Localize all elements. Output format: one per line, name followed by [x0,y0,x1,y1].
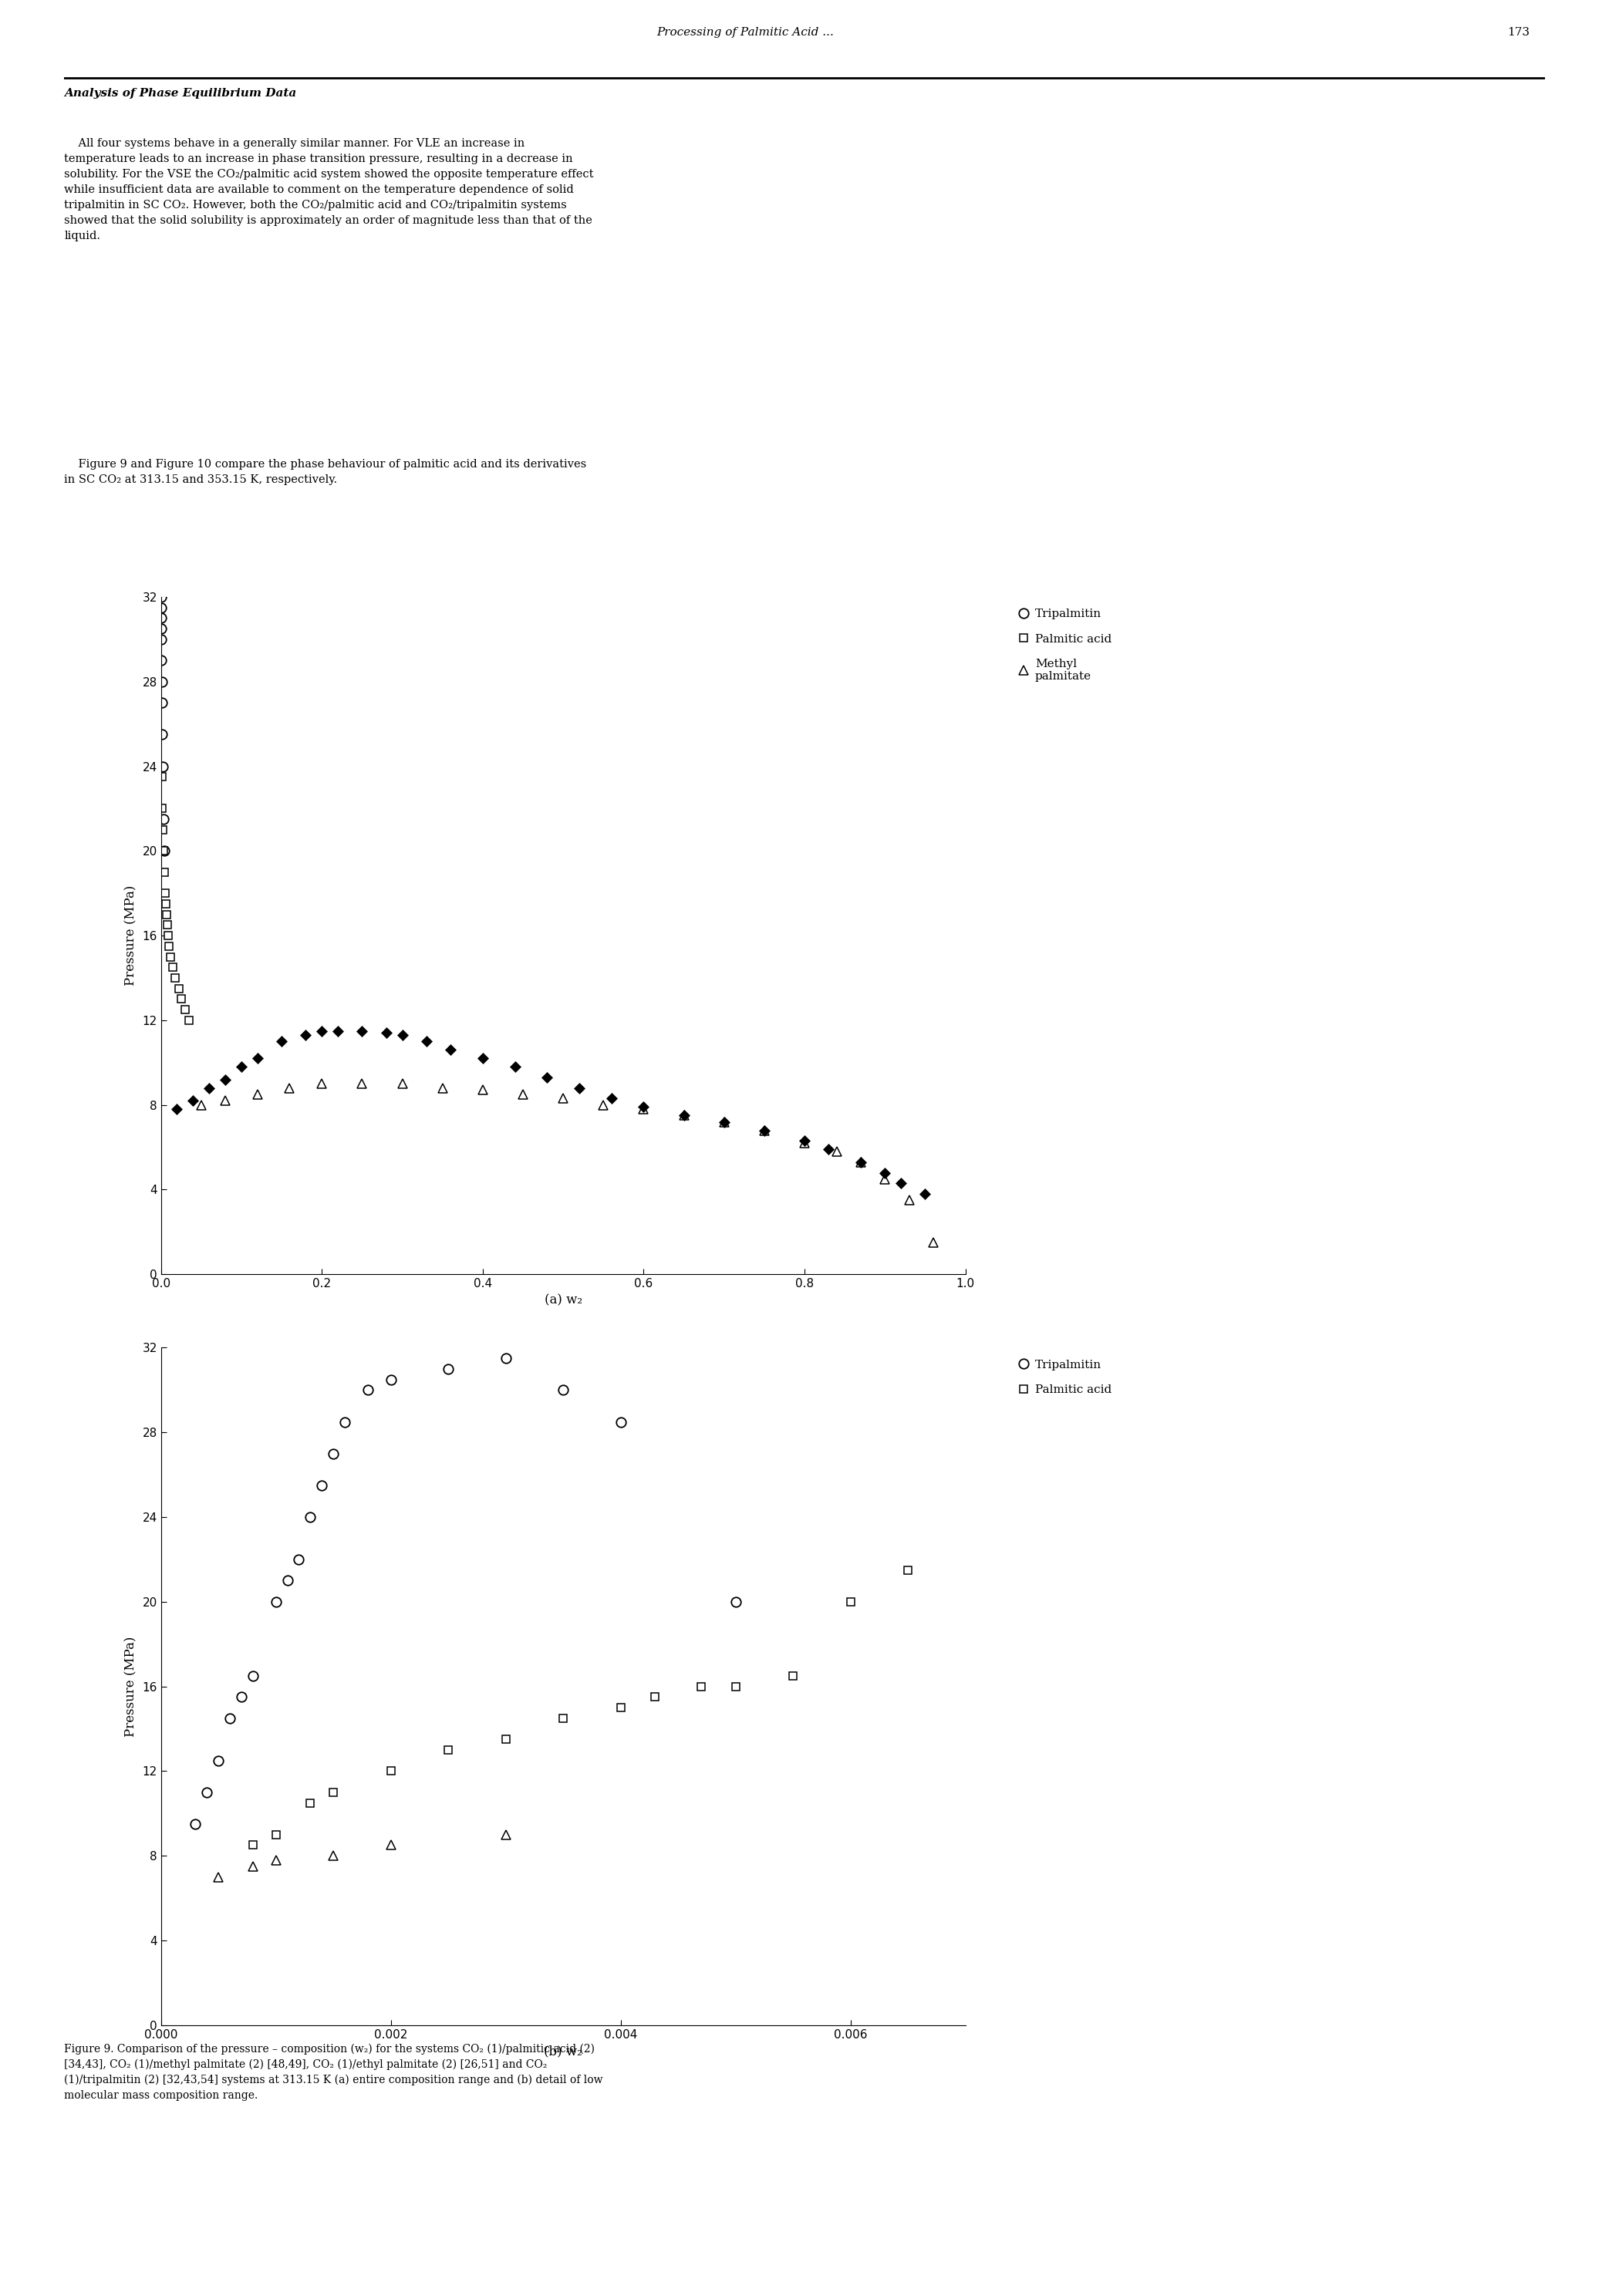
Text: Figure 9 and Figure 10 compare the phase behaviour of palmitic acid and its deri: Figure 9 and Figure 10 compare the phase… [64,459,587,484]
Text: Analysis of Phase Equilibrium Data: Analysis of Phase Equilibrium Data [64,87,296,99]
X-axis label: (b) w₂: (b) w₂ [544,2046,582,2057]
Text: Figure 9. Comparison of the pressure – composition (w₂) for the systems CO₂ (1)/: Figure 9. Comparison of the pressure – c… [64,2043,603,2101]
Legend: Tripalmitin, Palmitic acid, Methyl
palmitate: Tripalmitin, Palmitic acid, Methyl palmi… [1012,604,1118,689]
Text: 173: 173 [1508,28,1530,37]
Legend: Tripalmitin, Palmitic acid: Tripalmitin, Palmitic acid [1012,1355,1118,1401]
X-axis label: (a) w₂: (a) w₂ [544,1295,582,1306]
Y-axis label: Pressure (MPa): Pressure (MPa) [126,1637,138,1736]
Text: Processing of Palmitic Acid ...: Processing of Palmitic Acid ... [656,28,833,37]
Text: All four systems behave in a generally similar manner. For VLE an increase in
te: All four systems behave in a generally s… [64,138,594,241]
Y-axis label: Pressure (MPa): Pressure (MPa) [126,886,138,985]
